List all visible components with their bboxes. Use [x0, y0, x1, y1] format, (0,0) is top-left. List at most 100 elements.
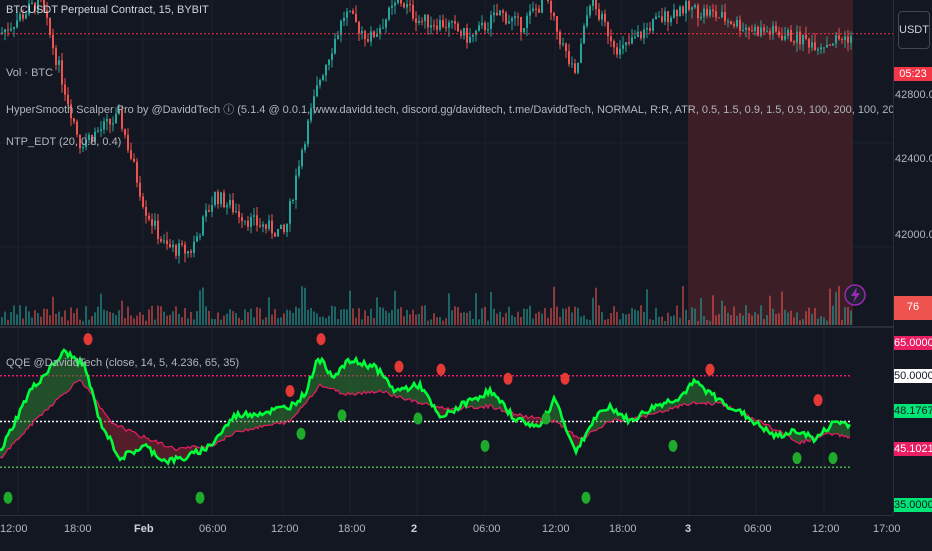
volume-bar	[772, 308, 774, 325]
volume-bar	[601, 312, 603, 325]
volume-bar	[352, 308, 354, 325]
qqe-fill-segment	[104, 412, 106, 433]
symbol-title[interactable]: BTCUSDT Perpetual Contract, 15, BYBIT	[6, 4, 209, 16]
candle-body	[715, 11, 717, 18]
volume-bar	[331, 305, 333, 325]
price-scale[interactable]: USDT 42800.0 42400.0 42000.0 05:23 76 65…	[893, 0, 932, 515]
indicator-legend-ntp[interactable]: NTP_EDT (20, 0.8, 0.4)	[6, 136, 122, 148]
volume-bar	[415, 314, 417, 325]
candle-body	[814, 42, 816, 51]
qqe-fill-segment	[240, 416, 242, 432]
candle-body	[256, 215, 258, 226]
candle-body	[154, 220, 156, 226]
candle-body	[109, 118, 111, 125]
qqe-levels	[0, 375, 852, 468]
candle-body	[622, 45, 624, 49]
candle-body	[19, 14, 21, 21]
volume-bar	[373, 318, 375, 325]
qqe-fill-segment	[62, 349, 64, 396]
qqe-fill-segment	[604, 410, 606, 425]
qqe-buy-marker	[480, 439, 490, 452]
qqe-fill-segment	[42, 375, 44, 416]
candle-body	[325, 64, 327, 76]
qqe-fill-segment	[384, 377, 386, 393]
volume-legend[interactable]: Vol · BTC	[6, 67, 54, 79]
volume-bar	[835, 291, 837, 325]
candle-body	[262, 224, 264, 227]
candle-body	[559, 31, 561, 45]
candle-body	[295, 175, 297, 200]
qqe-fill-segment	[840, 422, 842, 437]
volume-bar	[796, 312, 798, 325]
candle-body	[196, 236, 198, 242]
volume-bar	[385, 310, 387, 325]
volume-bar	[658, 316, 660, 325]
time-tick: 12:00	[0, 523, 28, 535]
volume-bar	[295, 306, 297, 325]
candle-body	[511, 18, 513, 22]
currency-button[interactable]: USDT	[898, 11, 930, 49]
qqe-fill-segment	[354, 358, 356, 395]
volume-bar	[580, 316, 582, 325]
volume-bar	[730, 315, 732, 325]
candle-body	[142, 196, 144, 207]
candle-body	[565, 43, 567, 52]
candle-body	[364, 31, 366, 40]
volume-bar	[163, 311, 165, 325]
qqe-fill-segment	[440, 406, 442, 418]
candle-body	[613, 40, 615, 48]
candle-body	[610, 36, 612, 41]
candle-body	[667, 11, 669, 23]
volume-bar	[655, 307, 657, 325]
candle-body	[37, 0, 39, 11]
qqe-fill-segment	[368, 364, 370, 393]
volume-bar	[514, 316, 516, 325]
qqe-fill-segment	[286, 407, 288, 423]
candle-body	[316, 85, 318, 97]
candle-body	[751, 30, 753, 32]
qqe-badge: 45.1021	[894, 442, 932, 456]
lightning-icon[interactable]	[844, 284, 866, 306]
candle-body	[601, 13, 603, 20]
volume-bar	[463, 312, 465, 325]
candle-body	[709, 9, 711, 16]
volume-bar	[7, 319, 9, 325]
qqe-fill-segment	[44, 374, 46, 412]
qqe-fill-segment	[136, 433, 138, 451]
volume-bar	[364, 310, 366, 325]
candle-body	[205, 210, 207, 217]
candle-body	[784, 35, 786, 40]
volume-bar	[595, 287, 597, 325]
qqe-fill-segment	[280, 406, 282, 424]
qqe-fill-segment	[292, 402, 294, 419]
volume-bar	[370, 308, 372, 325]
time-scale[interactable]: 12:00 18:00 Feb 06:00 12:00 18:00 2 06:0…	[0, 515, 901, 551]
volume-bar	[412, 309, 414, 325]
candle-body	[130, 150, 132, 159]
volume-bar	[841, 319, 843, 325]
candle-body	[712, 9, 714, 12]
candle-body	[586, 15, 588, 26]
volume-bar	[478, 319, 480, 325]
volume-bar	[424, 305, 426, 325]
volume-bar	[727, 312, 729, 325]
candle-body	[82, 147, 84, 149]
volume-bar	[532, 318, 534, 325]
volume-bar	[199, 290, 201, 325]
volume-bar	[304, 287, 306, 325]
volume-bar	[181, 317, 183, 325]
volume-bar	[340, 309, 342, 325]
qqe-markers	[3, 333, 838, 504]
volume-bar	[490, 291, 492, 325]
volume-bar	[670, 316, 672, 325]
qqe-legend[interactable]: QQE @DaviddTech (close, 14, 5, 4.236, 65…	[6, 357, 240, 369]
qqe-fill-segment	[690, 383, 692, 405]
volume-bar	[619, 319, 621, 325]
candle-body	[727, 21, 729, 23]
candle-body	[523, 28, 525, 33]
candle-body	[340, 20, 342, 36]
volume-bar	[562, 308, 564, 325]
volume-bar	[115, 315, 117, 325]
indicator-legend-hypersmooth[interactable]: HyperSmooth Scalper Pro by @DaviddTech ⓘ…	[6, 104, 893, 116]
